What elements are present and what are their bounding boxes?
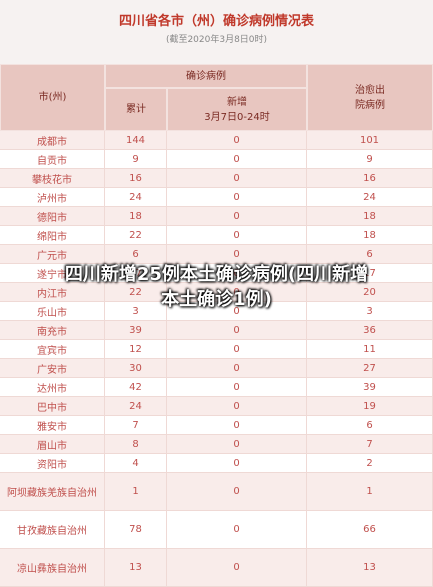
value-cell: 7 <box>307 435 433 454</box>
value-cell: 0 <box>167 397 307 416</box>
value-cell: 0 <box>167 226 307 245</box>
city-cell: 泸州市 <box>0 188 105 207</box>
value-cell: 2 <box>307 454 433 473</box>
value-cell: 0 <box>167 207 307 226</box>
value-cell: 30 <box>105 359 167 378</box>
value-cell: 39 <box>105 321 167 340</box>
city-cell: 达州市 <box>0 378 105 397</box>
value-cell: 0 <box>167 454 307 473</box>
value-cell: 12 <box>105 340 167 359</box>
value-cell: 0 <box>167 321 307 340</box>
value-cell: 7 <box>105 416 167 435</box>
value-cell: 0 <box>167 416 307 435</box>
city-cell: 阿坝藏族羌族自治州 <box>0 473 105 511</box>
value-cell: 11 <box>307 340 433 359</box>
value-cell: 0 <box>167 302 307 321</box>
value-cell: 24 <box>307 188 433 207</box>
city-cell: 眉山市 <box>0 435 105 454</box>
value-cell: 3 <box>105 302 167 321</box>
city-cell: 宜宾市 <box>0 340 105 359</box>
value-cell: 6 <box>105 245 167 264</box>
value-cell: 0 <box>167 150 307 169</box>
value-cell: 36 <box>307 321 433 340</box>
city-cell: 广元市 <box>0 245 105 264</box>
value-cell: 19 <box>307 397 433 416</box>
value-cell: 101 <box>307 131 433 150</box>
value-cell: 0 <box>167 359 307 378</box>
subtitle: (截至2020年3月8日0时) <box>165 34 268 45</box>
overlay-caption: 四川新增25例本土确诊病例(四川新增本土确诊1例) <box>64 264 369 310</box>
value-cell: 42 <box>105 378 167 397</box>
title: 四川省各市（州）确诊病例情况表 <box>118 13 314 29</box>
value-cell: 24 <box>105 397 167 416</box>
value-cell: 0 <box>167 245 307 264</box>
value-cell: 1 <box>105 473 167 511</box>
value-cell: 0 <box>167 435 307 454</box>
value-cell: 0 <box>167 340 307 359</box>
header-new-period: 3月7日0-24时 <box>204 111 270 123</box>
value-cell: 9 <box>307 150 433 169</box>
value-cell: 0 <box>167 131 307 150</box>
city-cell: 资阳市 <box>0 454 105 473</box>
city-cell: 广安市 <box>0 359 105 378</box>
header-cured: 治愈出院病例 <box>307 64 433 131</box>
value-cell: 16 <box>307 169 433 188</box>
city-cell: 成都市 <box>0 131 105 150</box>
city-cell: 甘孜藏族自治州 <box>0 511 105 549</box>
city-cell: 攀枝花市 <box>0 169 105 188</box>
city-cell: 雅安市 <box>0 416 105 435</box>
value-cell: 4 <box>105 454 167 473</box>
value-cell: 0 <box>167 283 307 302</box>
value-cell: 0 <box>167 549 307 587</box>
city-cell: 内江市 <box>0 283 105 302</box>
value-cell: 18 <box>105 207 167 226</box>
value-cell: 6 <box>307 416 433 435</box>
value-cell: 17 <box>105 264 167 283</box>
value-cell: 22 <box>105 226 167 245</box>
header-new-label: 新增 <box>227 96 247 108</box>
value-cell: 0 <box>167 169 307 188</box>
value-cell: 24 <box>105 188 167 207</box>
city-cell: 巴中市 <box>0 397 105 416</box>
value-cell: 39 <box>307 378 433 397</box>
value-cell: 0 <box>167 188 307 207</box>
header-total: 累计 <box>105 88 167 131</box>
city-cell: 自贡市 <box>0 150 105 169</box>
city-cell: 遂宁市 <box>0 264 105 283</box>
value-cell: 18 <box>307 226 433 245</box>
value-cell: 144 <box>105 131 167 150</box>
city-cell: 绵阳市 <box>0 226 105 245</box>
value-cell: 66 <box>307 511 433 549</box>
value-cell: 0 <box>167 473 307 511</box>
city-cell: 南充市 <box>0 321 105 340</box>
header-confirmed: 确诊病例 <box>105 64 307 88</box>
value-cell: 27 <box>307 359 433 378</box>
header-city: 市(州) <box>0 64 105 131</box>
value-cell: 0 <box>167 511 307 549</box>
value-cell: 13 <box>307 549 433 587</box>
city-cell: 乐山市 <box>0 302 105 321</box>
value-cell: 18 <box>307 207 433 226</box>
value-cell: 0 <box>167 264 307 283</box>
value-cell: 9 <box>105 150 167 169</box>
value-cell: 16 <box>105 169 167 188</box>
value-cell: 13 <box>105 549 167 587</box>
value-cell: 1 <box>307 473 433 511</box>
value-cell: 22 <box>105 283 167 302</box>
value-cell: 0 <box>167 378 307 397</box>
value-cell: 8 <box>105 435 167 454</box>
value-cell: 78 <box>105 511 167 549</box>
city-cell: 德阳市 <box>0 207 105 226</box>
city-cell: 凉山彝族自治州 <box>0 549 105 587</box>
header-new: 新增 3月7日0-24时 <box>167 88 307 131</box>
